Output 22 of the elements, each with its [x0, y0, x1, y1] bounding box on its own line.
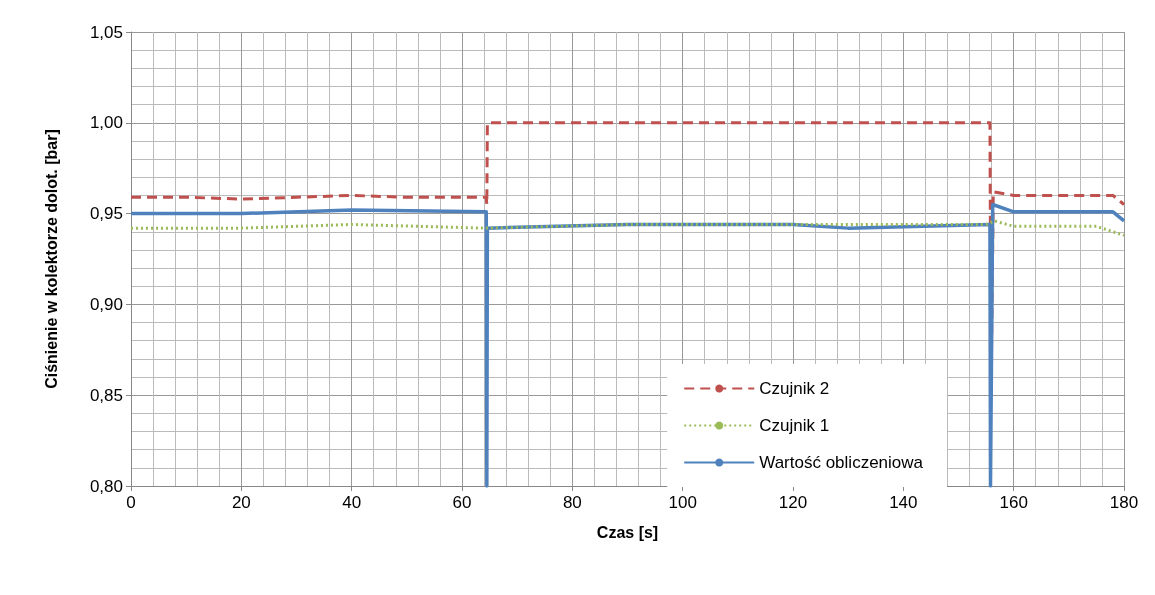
x-tick-label: 120 [778, 493, 808, 512]
x-tick-label: 160 [999, 493, 1028, 512]
y-tick-label: 0,85 [89, 385, 123, 405]
x-tick-label: 140 [889, 493, 918, 512]
y-tick-label: 1,00 [89, 113, 123, 133]
x-axis-title: Czas [s] [596, 523, 659, 541]
x-tick-label: 80 [562, 493, 582, 512]
legend-label: Czujnik 2 [759, 379, 830, 398]
x-tick-label: 100 [668, 493, 697, 512]
x-tick-label: 40 [342, 493, 362, 512]
y-axis-title: Ciśnienie w kolektorze dolot. [bar] [42, 129, 60, 389]
y-tick-label: 0,90 [89, 294, 123, 314]
y-tick-label: 0,95 [89, 204, 123, 224]
x-tick-label: 60 [452, 493, 472, 512]
y-tick-label: 0,80 [89, 476, 123, 496]
x-tick-label: 20 [231, 493, 251, 512]
y-tick-label: 1,05 [89, 22, 123, 42]
line-series [129, 219, 1126, 237]
x-tick-label: 0 [126, 493, 136, 512]
legend-label: Wartość obliczeniowa [759, 453, 924, 472]
legend-label: Czujnik 1 [759, 416, 830, 435]
x-tick-label: 180 [1109, 493, 1139, 512]
